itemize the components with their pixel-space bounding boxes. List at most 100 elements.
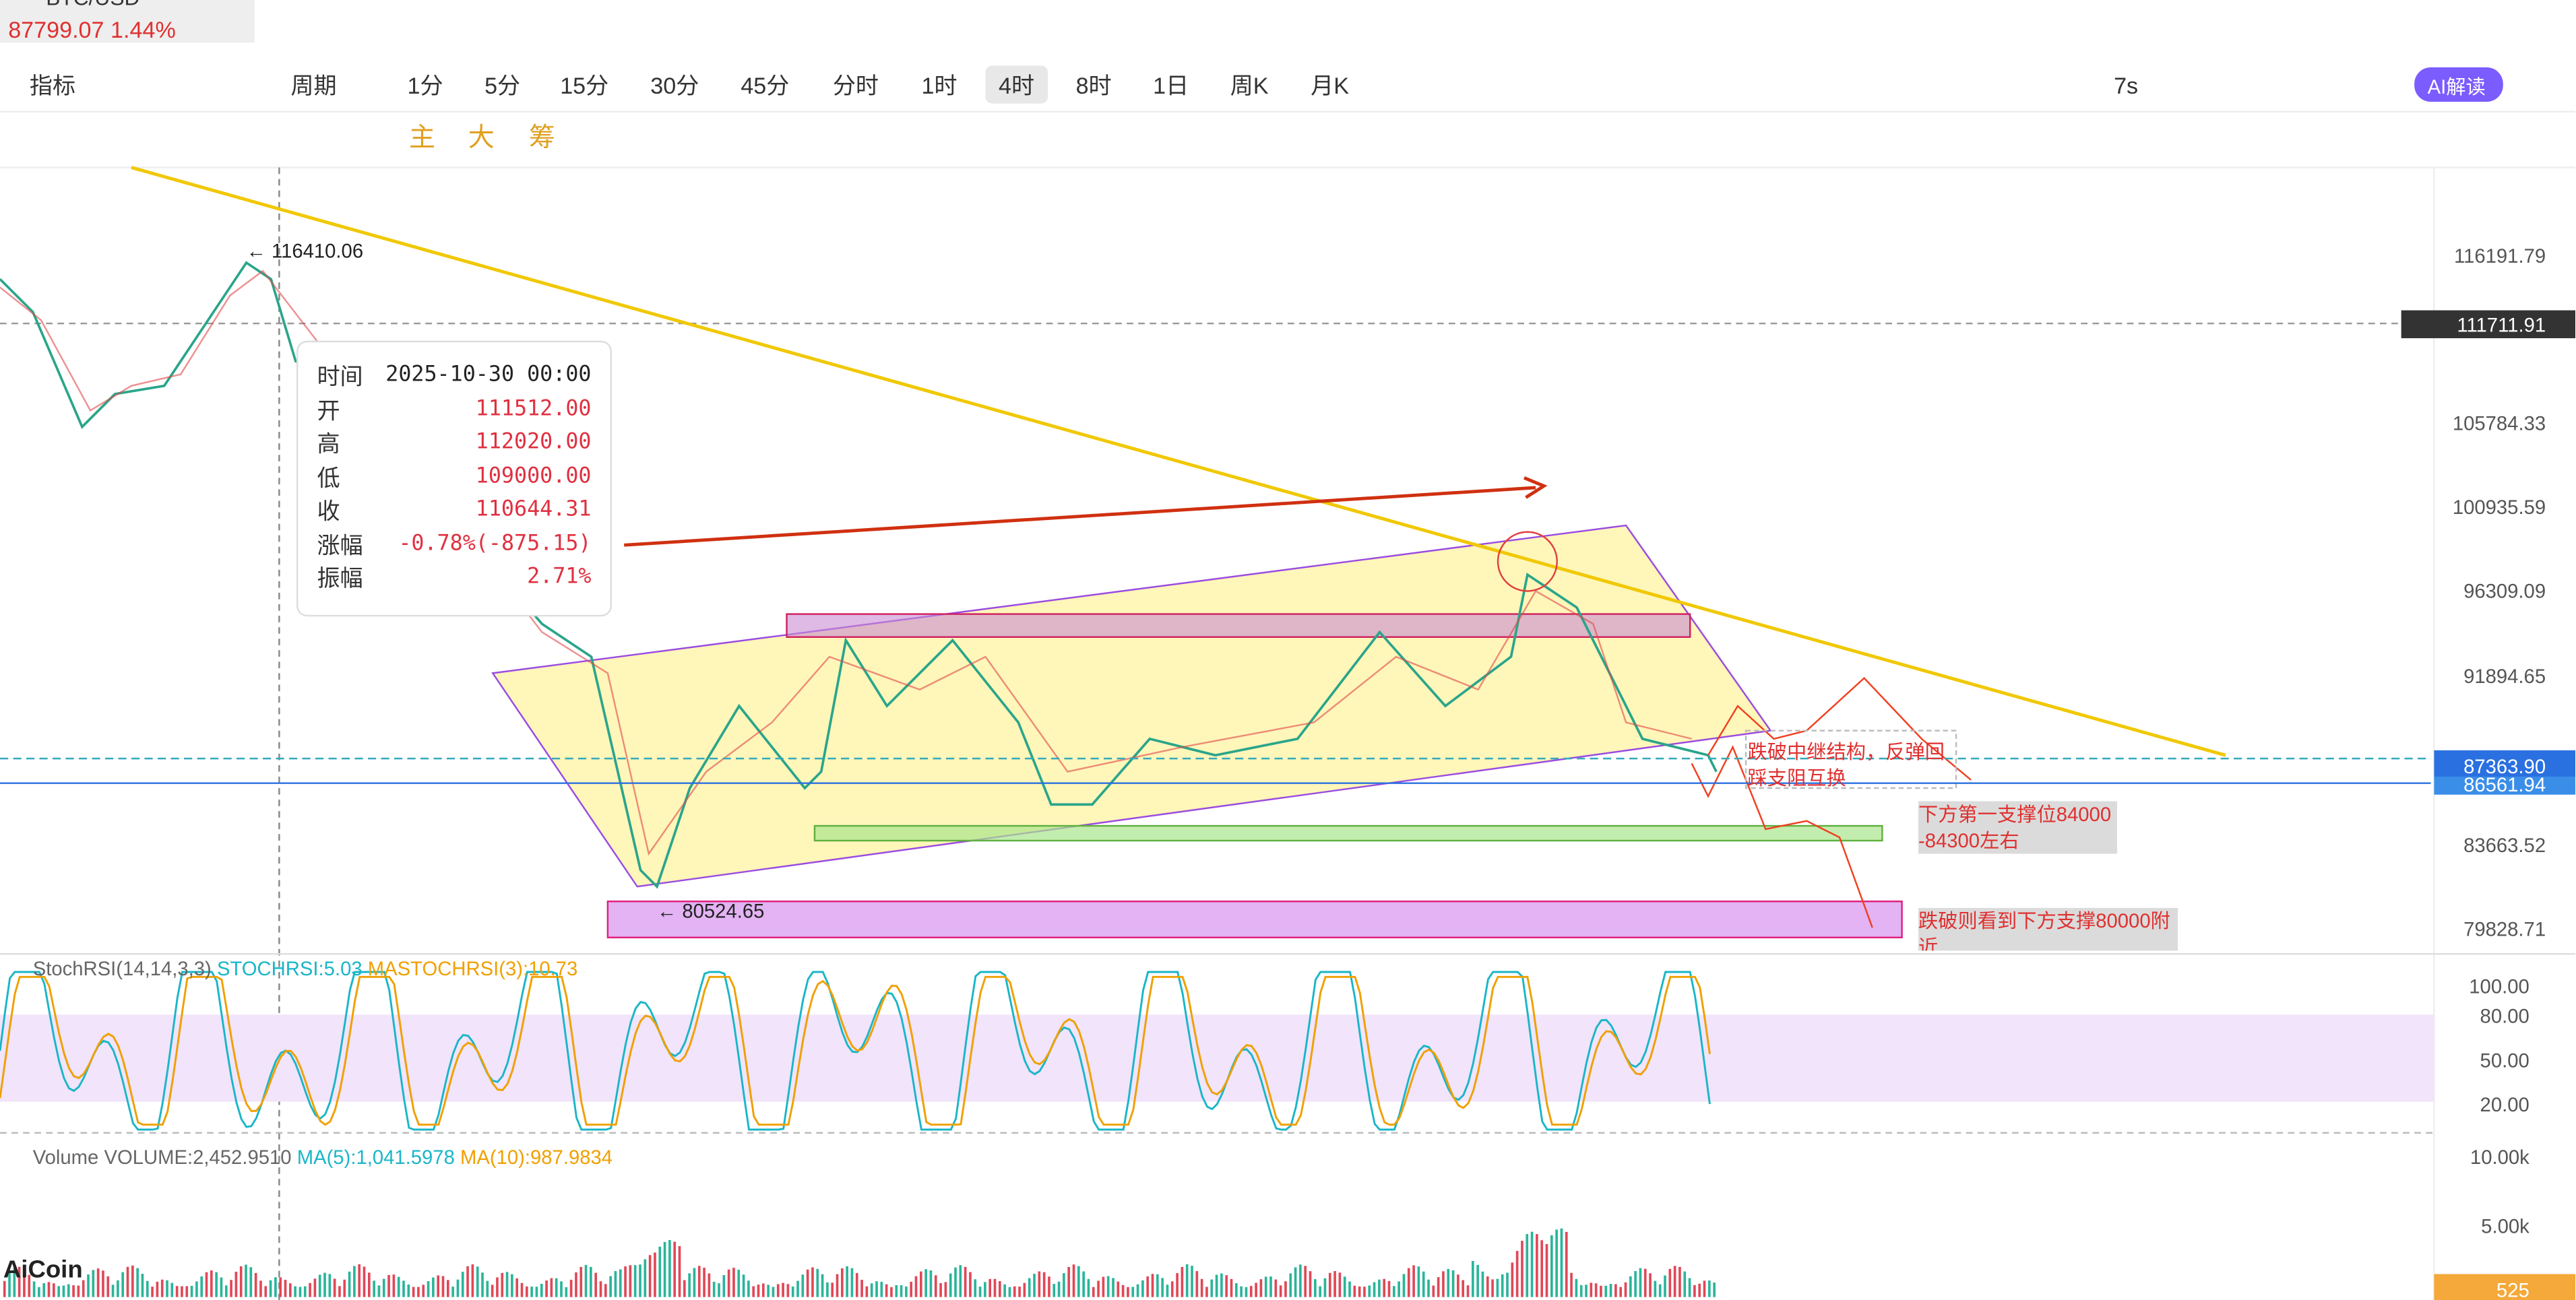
volume-bar bbox=[520, 1282, 524, 1297]
tooltip-key: 振幅 bbox=[317, 564, 363, 591]
indicator-value: VOLUME:2,452.9510 bbox=[104, 1146, 292, 1169]
volume-bar bbox=[1082, 1271, 1085, 1297]
volume-bar bbox=[373, 1280, 375, 1297]
indicator-value: MA(10):987.9834 bbox=[460, 1146, 613, 1169]
volume-bar bbox=[170, 1282, 174, 1297]
volume-bar bbox=[259, 1280, 262, 1297]
volume-bar bbox=[47, 1282, 51, 1297]
volume-bar bbox=[1274, 1279, 1278, 1297]
volume-bar bbox=[1594, 1283, 1598, 1297]
volume-bar bbox=[767, 1285, 769, 1297]
volume-bar bbox=[939, 1282, 942, 1297]
price-value: 87799.07 bbox=[8, 16, 104, 43]
volume-bar bbox=[1560, 1228, 1563, 1297]
volume-bar bbox=[1230, 1278, 1233, 1297]
volume-bar bbox=[757, 1285, 760, 1297]
interval[interactable]: 指标 bbox=[29, 72, 76, 99]
volume-bar bbox=[934, 1275, 937, 1297]
volume-bar bbox=[358, 1264, 361, 1297]
interval[interactable]: 30分 bbox=[650, 72, 699, 99]
volume-bar bbox=[796, 1280, 799, 1297]
tooltip-key: 低 bbox=[317, 463, 340, 490]
volume-bar bbox=[1397, 1281, 1400, 1297]
volume-bar bbox=[32, 1281, 36, 1297]
volume-bar bbox=[668, 1240, 671, 1297]
volume-bar bbox=[407, 1285, 410, 1297]
volume-bar bbox=[1378, 1279, 1381, 1297]
stoch-band bbox=[0, 1014, 2434, 1102]
volume-bar bbox=[1624, 1282, 1627, 1297]
interval[interactable]: 1日 bbox=[1153, 72, 1189, 99]
volume-bar bbox=[402, 1280, 405, 1297]
price-path bbox=[0, 269, 1692, 856]
volume-bar bbox=[1643, 1268, 1647, 1297]
volume-bar bbox=[501, 1272, 504, 1297]
volume-bar bbox=[1225, 1275, 1228, 1297]
volume-bar bbox=[205, 1272, 208, 1297]
volume-bar bbox=[1550, 1235, 1553, 1297]
volume-bar bbox=[1368, 1285, 1371, 1297]
volume-bar bbox=[318, 1274, 321, 1297]
indicator-name: StochRSI(14,14,3,3) bbox=[32, 957, 212, 981]
volume-bar bbox=[72, 1285, 75, 1297]
interval[interactable]: 5分 bbox=[484, 72, 521, 99]
volume-bar bbox=[782, 1282, 784, 1297]
volume-bar bbox=[234, 1272, 238, 1297]
active-interval bbox=[985, 65, 1048, 104]
high-label: ← 116410.06 bbox=[246, 239, 364, 263]
tooltip-value: 110644.31 bbox=[475, 497, 592, 523]
volume-bar bbox=[397, 1276, 400, 1297]
interval[interactable]: 周期 bbox=[290, 72, 337, 99]
volume-bar bbox=[126, 1266, 129, 1297]
volume-bar bbox=[38, 1287, 40, 1297]
tab[interactable] bbox=[0, 0, 255, 43]
volume-bar bbox=[846, 1266, 848, 1297]
interval[interactable]: 1分 bbox=[407, 72, 443, 99]
interval[interactable]: 月K bbox=[1311, 72, 1350, 99]
volume-bar bbox=[166, 1280, 168, 1297]
interval[interactable]: 8时 bbox=[1075, 72, 1112, 99]
price-box bbox=[2434, 776, 2575, 795]
volume-bar bbox=[1131, 1287, 1135, 1297]
interval[interactable]: 15分 bbox=[560, 72, 609, 99]
arrow-head bbox=[1523, 476, 1548, 499]
volume-bar bbox=[1151, 1274, 1154, 1297]
interval[interactable]: 1时 bbox=[921, 72, 957, 99]
volume-bar bbox=[230, 1280, 232, 1297]
volume-bar bbox=[1087, 1278, 1090, 1297]
volume-bar bbox=[289, 1283, 292, 1297]
volume-bar bbox=[1688, 1278, 1691, 1297]
volume-bar bbox=[1407, 1268, 1410, 1297]
volume-label: 5.00k bbox=[2481, 1214, 2530, 1238]
volume-bar bbox=[224, 1285, 228, 1297]
ai-label[interactable]: AI解读 bbox=[2427, 75, 2486, 99]
volume-bar bbox=[1481, 1271, 1484, 1297]
volume-bar bbox=[303, 1286, 307, 1297]
interval[interactable]: 周K bbox=[1230, 72, 1269, 99]
ai-button[interactable] bbox=[2414, 67, 2503, 102]
volume-bar bbox=[895, 1285, 898, 1297]
interval[interactable]: 45分 bbox=[741, 72, 790, 99]
interval[interactable]: 分时 bbox=[832, 72, 879, 99]
tooltip-key: 高 bbox=[317, 430, 340, 457]
volume-bar bbox=[1112, 1278, 1114, 1297]
volume-bar bbox=[1309, 1271, 1312, 1297]
volume-bar bbox=[885, 1284, 888, 1297]
tooltip-key: 收 bbox=[317, 497, 340, 524]
volume-bar bbox=[1417, 1266, 1420, 1297]
tooltip-key: 涨幅 bbox=[317, 531, 363, 558]
low-label: ← 80524.65 bbox=[657, 899, 765, 923]
price-label: 79828.71 bbox=[2463, 917, 2546, 941]
volume-bar bbox=[1240, 1286, 1243, 1297]
price-label: 87363.90 bbox=[2463, 755, 2546, 779]
volume-bar bbox=[299, 1287, 302, 1297]
volume-bar bbox=[1028, 1278, 1031, 1297]
volume-bar bbox=[1693, 1285, 1696, 1297]
volume-bar bbox=[747, 1280, 750, 1297]
volume-bar bbox=[1614, 1284, 1617, 1297]
volume-bar bbox=[1462, 1280, 1465, 1297]
symbol[interactable]: BTC/USD bbox=[46, 0, 139, 11]
volume-bar bbox=[1003, 1284, 1006, 1297]
volume-bar bbox=[722, 1274, 726, 1297]
interval[interactable]: 4时 bbox=[999, 72, 1035, 99]
